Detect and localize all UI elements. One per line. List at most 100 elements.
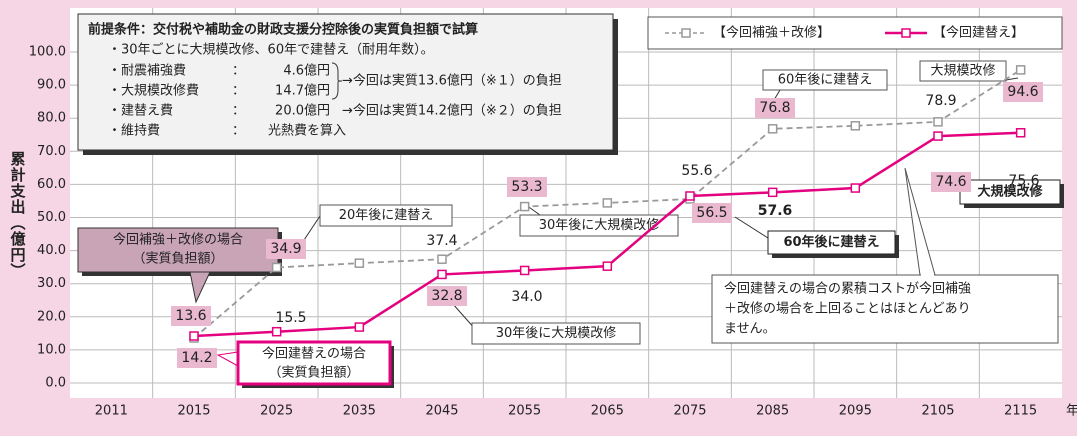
value-label-box xyxy=(177,348,217,368)
point-marker xyxy=(189,331,199,341)
callout-box xyxy=(319,204,453,227)
value-label-box xyxy=(266,239,306,259)
y-tick-label: 30.0 xyxy=(37,276,66,291)
legend-box xyxy=(647,16,1063,50)
y-tick-label: 80.0 xyxy=(37,111,66,126)
callout-text: 20年後に建替え xyxy=(339,208,434,223)
point-marker xyxy=(933,131,943,141)
condition-label: ・建替え費 xyxy=(108,104,173,119)
value-label-box xyxy=(427,286,467,306)
callout-text: 今回補強＋改修の場合 xyxy=(113,232,243,248)
value-label: 15.5 xyxy=(275,310,306,326)
value-label: 78.9 xyxy=(925,93,956,109)
point-marker xyxy=(850,183,861,193)
x-tick-label: 2075 xyxy=(673,404,706,419)
x-unit: 年 xyxy=(1066,404,1077,419)
callout-leader xyxy=(734,216,769,239)
y-tick-label: 40.0 xyxy=(37,243,66,258)
legend-marker xyxy=(901,28,911,38)
point-marker xyxy=(519,201,530,212)
condition-sep: ： xyxy=(232,124,245,139)
value-label: 37.4 xyxy=(426,233,457,249)
y-tick-label: 20.0 xyxy=(37,309,66,324)
condition-label: ・大規模改修費 xyxy=(108,84,199,99)
point-marker xyxy=(1015,65,1026,75)
value-label: 56.5 xyxy=(696,205,727,221)
value-label: 74.6 xyxy=(935,174,966,190)
callout-pointer xyxy=(904,167,936,276)
x-tick-label: 2045 xyxy=(425,404,458,419)
point-marker xyxy=(519,265,530,276)
callout-text: （実質負担額） xyxy=(268,365,359,381)
x-tick-label: 2055 xyxy=(508,404,541,419)
callout-box xyxy=(762,69,888,91)
x-tick-label: 2065 xyxy=(591,404,624,419)
value-label-box xyxy=(755,98,795,118)
value-label-box xyxy=(507,177,547,197)
value-label-box xyxy=(171,306,211,326)
callout-box xyxy=(471,322,641,345)
y-axis-label: 累計支出（億円） xyxy=(9,151,27,279)
value-label: 53.3 xyxy=(511,179,542,195)
callout-text: 30年後に大規模改修 xyxy=(496,326,617,341)
point-marker xyxy=(767,124,778,134)
callout-box xyxy=(519,214,679,237)
value-label-box xyxy=(931,172,971,192)
value-label: 34.9 xyxy=(270,241,301,257)
x-tick-label: 2015 xyxy=(177,404,210,419)
value-label-box xyxy=(692,203,732,223)
legend-label: 【今回補強＋改修】 xyxy=(713,25,830,41)
condition-note: →今回は実質14.2億円（※２）の負担 xyxy=(342,103,562,119)
x-tick-label: 2025 xyxy=(260,404,293,419)
x-tick-label: 2105 xyxy=(921,404,954,419)
callout-text: （実質負担額） xyxy=(132,251,223,267)
value-label: 75.6 xyxy=(1008,173,1039,189)
callout-text: ません。 xyxy=(724,322,776,337)
value-label: 55.6 xyxy=(681,163,712,179)
condition-note: →今回は実質13.6億円（※１）の負担 xyxy=(342,73,562,89)
y-tick-label: 100.0 xyxy=(29,45,66,60)
point-marker xyxy=(1015,128,1026,138)
callout-text: 今回建替えの場合の累積コストが今回補強 xyxy=(724,281,971,297)
y-tick-label: 60.0 xyxy=(37,177,66,192)
callout-text: 大規模改修 xyxy=(977,184,1043,200)
callout-box xyxy=(919,60,1007,82)
callout-pointer xyxy=(189,271,211,304)
bracket xyxy=(331,62,343,100)
y-tick-label: 50.0 xyxy=(37,210,66,225)
point-marker xyxy=(437,269,447,280)
conditions-box xyxy=(77,13,614,151)
value-label: 34.0 xyxy=(511,289,542,305)
callout-box xyxy=(77,227,279,273)
y-tick-label: 10.0 xyxy=(37,342,66,357)
legend-marker xyxy=(681,28,691,38)
callout-box xyxy=(767,230,896,255)
point-marker xyxy=(602,198,613,208)
y-tick-label: 90.0 xyxy=(37,78,66,93)
x-tick-label: 2085 xyxy=(756,404,789,419)
overlays: 13.6 34.9 37.4 53.3 55.6 76.8 78.9 94.6 14.2 15.5… xyxy=(171,82,1043,368)
conditions-title: 前提条件：交付税や補助金の財政支援分控除後の実質負担額で試算 xyxy=(88,22,478,38)
callout-box xyxy=(711,274,1059,344)
x-tick-label: 2095 xyxy=(839,404,872,419)
callout-text: ＋改修の場合を上回ることはほとんどあり xyxy=(724,302,971,317)
value-label: 14.2 xyxy=(181,350,212,366)
point-marker xyxy=(850,121,861,131)
condition-sep: ： xyxy=(232,84,245,99)
point-marker xyxy=(933,117,943,127)
point-marker xyxy=(685,191,695,201)
point-marker xyxy=(602,261,613,271)
point-marker xyxy=(271,326,282,337)
condition-label: ・維持費 xyxy=(108,124,160,139)
marks xyxy=(189,65,1026,343)
point-marker xyxy=(767,187,778,198)
condition-value: 4.6億円 xyxy=(283,63,330,79)
callout-box xyxy=(236,340,392,386)
callout-text: 30年後に大規模改修 xyxy=(539,218,660,233)
callout-box xyxy=(959,179,1061,205)
y-tick-label: 70.0 xyxy=(37,144,66,159)
condition-value: 14.7億円 xyxy=(275,83,330,99)
value-label: 32.8 xyxy=(431,288,462,304)
point-marker xyxy=(354,258,365,268)
